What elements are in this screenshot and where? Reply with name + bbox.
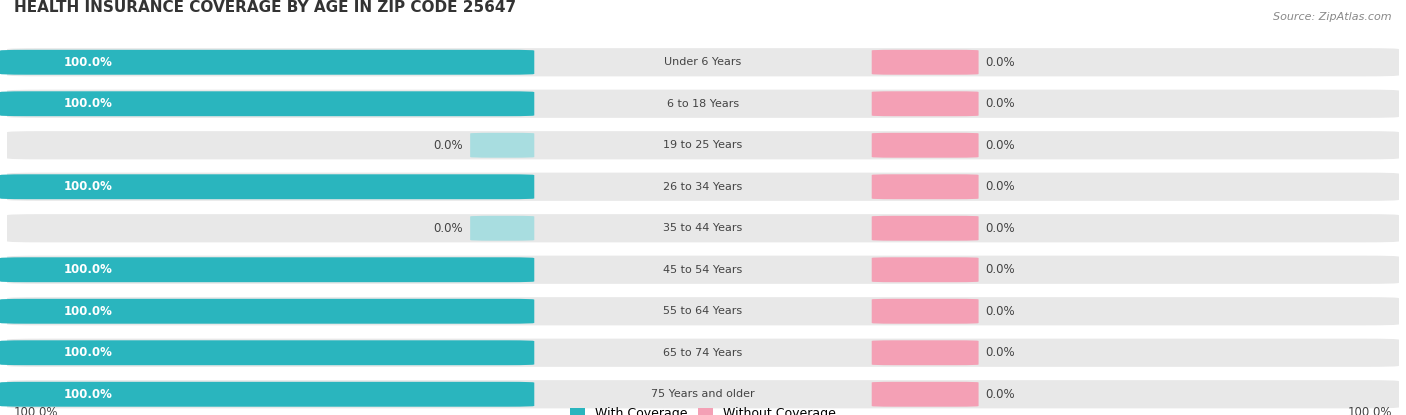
Text: 100.0%: 100.0% xyxy=(65,263,112,276)
Legend: With Coverage, Without Coverage: With Coverage, Without Coverage xyxy=(565,403,841,415)
Text: 0.0%: 0.0% xyxy=(986,97,1015,110)
Text: 35 to 44 Years: 35 to 44 Years xyxy=(664,223,742,233)
FancyBboxPatch shape xyxy=(872,133,979,158)
FancyBboxPatch shape xyxy=(872,299,979,324)
FancyBboxPatch shape xyxy=(0,257,534,282)
Text: 100.0%: 100.0% xyxy=(65,56,112,69)
Text: 100.0%: 100.0% xyxy=(65,180,112,193)
Text: 65 to 74 Years: 65 to 74 Years xyxy=(664,348,742,358)
Text: 0.0%: 0.0% xyxy=(986,180,1015,193)
Text: 75 Years and older: 75 Years and older xyxy=(651,389,755,399)
Text: 45 to 54 Years: 45 to 54 Years xyxy=(664,265,742,275)
Text: Under 6 Years: Under 6 Years xyxy=(665,57,741,67)
FancyBboxPatch shape xyxy=(470,133,534,158)
FancyBboxPatch shape xyxy=(872,50,979,75)
FancyBboxPatch shape xyxy=(7,380,1399,408)
Text: 0.0%: 0.0% xyxy=(433,222,463,235)
Text: 100.0%: 100.0% xyxy=(14,406,59,415)
FancyBboxPatch shape xyxy=(7,214,1399,242)
Text: 19 to 25 Years: 19 to 25 Years xyxy=(664,140,742,150)
Text: Source: ZipAtlas.com: Source: ZipAtlas.com xyxy=(1274,12,1392,22)
Text: 0.0%: 0.0% xyxy=(986,263,1015,276)
Text: 100.0%: 100.0% xyxy=(65,97,112,110)
FancyBboxPatch shape xyxy=(0,340,534,365)
Text: 0.0%: 0.0% xyxy=(986,346,1015,359)
Text: 0.0%: 0.0% xyxy=(986,305,1015,318)
FancyBboxPatch shape xyxy=(0,50,534,75)
FancyBboxPatch shape xyxy=(470,216,534,241)
FancyBboxPatch shape xyxy=(0,91,534,116)
Text: 0.0%: 0.0% xyxy=(986,139,1015,152)
Text: 0.0%: 0.0% xyxy=(986,56,1015,69)
Text: HEALTH INSURANCE COVERAGE BY AGE IN ZIP CODE 25647: HEALTH INSURANCE COVERAGE BY AGE IN ZIP … xyxy=(14,0,516,15)
FancyBboxPatch shape xyxy=(7,48,1399,76)
Text: 0.0%: 0.0% xyxy=(986,222,1015,235)
FancyBboxPatch shape xyxy=(872,340,979,365)
FancyBboxPatch shape xyxy=(7,90,1399,118)
Text: 100.0%: 100.0% xyxy=(65,388,112,401)
Text: 100.0%: 100.0% xyxy=(1347,406,1392,415)
Text: 100.0%: 100.0% xyxy=(65,346,112,359)
FancyBboxPatch shape xyxy=(7,339,1399,367)
FancyBboxPatch shape xyxy=(7,131,1399,159)
Text: 55 to 64 Years: 55 to 64 Years xyxy=(664,306,742,316)
Text: 0.0%: 0.0% xyxy=(433,139,463,152)
FancyBboxPatch shape xyxy=(872,382,979,407)
FancyBboxPatch shape xyxy=(7,256,1399,284)
FancyBboxPatch shape xyxy=(0,174,534,199)
FancyBboxPatch shape xyxy=(872,257,979,282)
FancyBboxPatch shape xyxy=(7,173,1399,201)
Text: 0.0%: 0.0% xyxy=(986,388,1015,401)
Text: 100.0%: 100.0% xyxy=(65,305,112,318)
FancyBboxPatch shape xyxy=(872,216,979,241)
Text: 6 to 18 Years: 6 to 18 Years xyxy=(666,99,740,109)
FancyBboxPatch shape xyxy=(0,382,534,407)
FancyBboxPatch shape xyxy=(7,297,1399,325)
FancyBboxPatch shape xyxy=(872,91,979,116)
Text: 26 to 34 Years: 26 to 34 Years xyxy=(664,182,742,192)
FancyBboxPatch shape xyxy=(872,174,979,199)
FancyBboxPatch shape xyxy=(0,299,534,324)
